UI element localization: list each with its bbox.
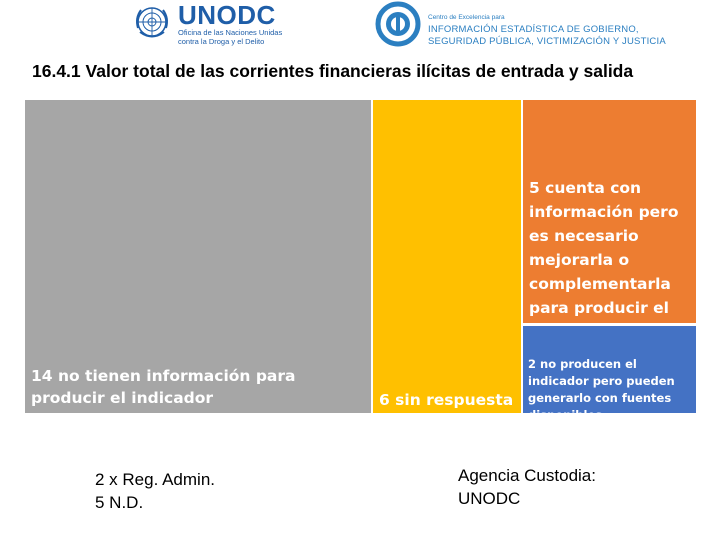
chart-title: 16.4.1 Valor total de las corrientes fin… (32, 61, 634, 81)
unodc-wordmark: UNODC (178, 0, 276, 30)
unodc-subtitle: Oficina de las Naciones Unidas contra la… (178, 28, 283, 46)
note-not-available: 5 N.D. (95, 493, 144, 512)
centro-excelencia-small-text: Centro de Excelencia para (428, 14, 505, 21)
treemap-label-can-generate: 2 no producen el indicador pero pueden g… (528, 357, 675, 422)
centro-excelencia-seal-icon (375, 1, 421, 47)
treemap-label-needs-improvement: 5 cuenta con información pero es necesar… (529, 179, 679, 341)
treemap-chart: 14 no tienen información para producir e… (25, 100, 696, 422)
treemap-cell-no-response: 6 sin respuesta (373, 100, 521, 413)
treemap-label-no-response: 6 sin respuesta (379, 391, 514, 409)
treemap-cell-can-generate: 2 no producen el indicador pero pueden g… (523, 326, 696, 422)
centro-excelencia-line2: SEGURIDAD PÚBLICA, VICTIMIZACIÓN Y JUSTI… (428, 36, 666, 47)
unodc-logo: UNODC Oficina de las Naciones Unidas con… (132, 0, 322, 50)
treemap-cell-needs-improvement: 5 cuenta con información pero es necesar… (523, 100, 696, 341)
un-emblem-icon (136, 7, 168, 38)
custodian-agency-label: Agencia Custodia: (458, 466, 596, 485)
data-source-note: 2 x Reg. Admin. 5 N.D. (95, 468, 215, 514)
treemap-cell-no-information: 14 no tienen información para producir e… (25, 100, 371, 413)
treemap-label-no-information: 14 no tienen información para producir e… (31, 367, 296, 407)
centro-excelencia-line1: INFORMACIÓN ESTADÍSTICA DE GOBIERNO, (428, 24, 639, 35)
custodian-agency-note: Agencia Custodia: UNODC (458, 464, 596, 510)
custodian-agency-name: UNODC (458, 489, 521, 508)
note-admin-records: 2 x Reg. Admin. (95, 470, 216, 489)
centro-excelencia-logo: Centro de Excelencia para INFORMACIÓN ES… (374, 0, 666, 50)
